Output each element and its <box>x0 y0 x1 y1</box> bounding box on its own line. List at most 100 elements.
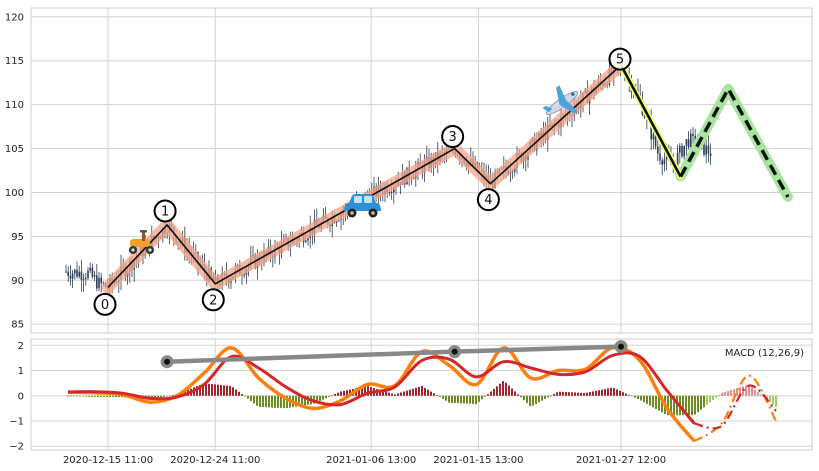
price-y-tick-label: 105 <box>5 144 24 155</box>
histogram-bar <box>538 395 540 403</box>
histogram-bar <box>637 395 639 400</box>
candle-body <box>692 133 694 137</box>
price-y-tick-label: 110 <box>5 100 24 111</box>
price-gridlines <box>31 8 812 333</box>
histogram-bar <box>67 395 69 397</box>
wave-labels: 0 1 2 3 4 5 <box>93 47 632 316</box>
histogram-bar <box>346 390 348 396</box>
histogram-bar <box>160 395 162 398</box>
histogram-bar <box>697 395 699 413</box>
histogram-bar <box>79 395 81 397</box>
histogram-bar <box>349 389 351 396</box>
candle-body <box>511 171 514 173</box>
candle-body <box>705 145 707 155</box>
wave-label-circle <box>476 188 500 212</box>
histogram-bar <box>367 386 369 396</box>
wave-label-circle <box>93 292 117 316</box>
histogram-bar <box>217 384 219 396</box>
histogram-bar <box>508 385 510 396</box>
histogram-bar <box>409 389 411 396</box>
price-y-tick-label: 90 <box>11 276 24 287</box>
wave-label-text: 2 <box>209 293 217 308</box>
wave-line <box>107 64 622 288</box>
divergence-point-inner <box>451 348 458 355</box>
histogram-bar <box>724 391 726 396</box>
histogram-bar <box>361 387 363 396</box>
histogram-bar <box>358 387 360 396</box>
histogram-bar <box>616 389 618 396</box>
histogram-bar <box>463 395 465 404</box>
histogram-bar <box>121 395 123 398</box>
macd-legend: MACD (12,26,9) <box>725 348 804 359</box>
histogram-bar <box>751 387 753 396</box>
histogram-bar <box>748 384 750 396</box>
candle-body <box>650 120 652 140</box>
histogram-bar <box>604 388 606 396</box>
macd-panel: 2 1 0 −1 −2 MACD (12,26,9) <box>9 338 813 453</box>
histogram-bar <box>412 388 414 396</box>
candle-body <box>65 271 67 273</box>
histogram-bar <box>166 395 168 397</box>
histogram-bar <box>208 383 210 396</box>
histogram-bar <box>328 395 330 397</box>
price-y-tick-label: 120 <box>5 12 24 23</box>
histogram-bar <box>691 395 693 416</box>
histogram-bar <box>169 395 171 397</box>
histogram-bar <box>454 395 456 403</box>
candle-body <box>657 146 659 154</box>
histogram-bar <box>472 395 474 404</box>
histogram-bar <box>235 389 237 396</box>
histogram-bar <box>298 395 300 407</box>
candle-body <box>93 275 96 277</box>
histogram-bar <box>631 395 633 397</box>
histogram-bar <box>580 392 582 396</box>
histogram-bar <box>301 395 303 406</box>
histogram-bar <box>415 387 417 396</box>
histogram-bar <box>259 395 261 407</box>
histogram-bar <box>400 392 402 396</box>
histogram-bar <box>670 395 672 416</box>
x-tick-label: 2020-12-15 11:00 <box>63 455 153 466</box>
wave-label-text: 0 <box>101 298 109 313</box>
histogram-bar <box>232 387 234 396</box>
histogram-bar <box>85 395 87 397</box>
histogram-bar <box>427 389 429 396</box>
macd-series-projection <box>694 384 777 430</box>
histogram-bar <box>523 395 525 401</box>
histogram-bar <box>559 391 561 396</box>
histogram-bar <box>433 393 435 396</box>
histogram-bar <box>577 392 579 396</box>
histogram-bar <box>70 395 72 397</box>
candle-body <box>96 275 98 289</box>
histogram-bar <box>271 395 273 408</box>
histogram-bar <box>550 395 552 397</box>
candle-body <box>709 153 712 156</box>
histogram-bar <box>205 383 207 396</box>
candle-body <box>243 274 245 276</box>
histogram-bar <box>532 395 534 406</box>
histogram-bar <box>700 395 702 410</box>
x-tick-label: 2021-01-27 12:00 <box>576 455 666 466</box>
candle-body <box>69 275 72 279</box>
histogram-bar <box>106 395 108 397</box>
histogram-bar <box>586 392 588 396</box>
histogram-bar <box>661 395 663 413</box>
car-icon <box>344 194 381 218</box>
wave-label-text: 5 <box>616 53 624 68</box>
macd-y-tick-label: 0 <box>18 391 24 402</box>
histogram-bar <box>745 385 747 396</box>
histogram-bar <box>730 390 732 396</box>
candle-body <box>659 153 661 161</box>
price-panel: 0 1 2 3 4 5 85 90 95 100 105 110 115 120 <box>5 7 813 334</box>
projection-first-leg <box>619 64 682 178</box>
histogram-bar <box>625 393 627 396</box>
x-tick-label: 2021-01-15 13:00 <box>433 455 523 466</box>
histogram-bar <box>478 395 480 402</box>
histogram-bar <box>457 395 459 404</box>
histogram-bar <box>484 395 486 397</box>
histogram-bar <box>682 395 684 416</box>
histogram-bar <box>703 395 705 408</box>
histogram-bar <box>589 392 591 396</box>
histogram-bar <box>646 395 648 404</box>
